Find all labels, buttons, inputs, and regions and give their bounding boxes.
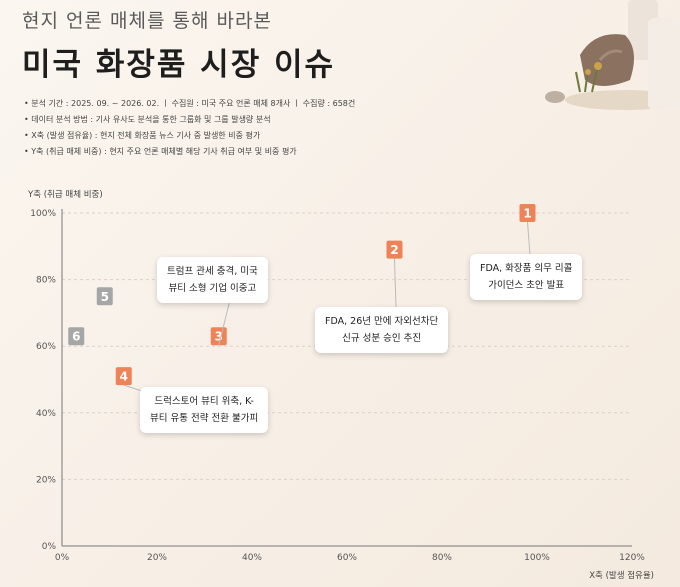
page-title: 미국 화장품 시장 이슈: [22, 47, 336, 83]
point-marker: [68, 327, 85, 346]
point-marker: [210, 327, 227, 346]
point-label: 5: [101, 290, 109, 304]
callout-1: FDA, 화장품 의무 리콜 가이던스 초안 발표: [470, 254, 583, 300]
callout-line: 드럭스토어 뷰티 위축, K-: [154, 396, 254, 407]
x-axis-label: X축 (발생 점유율): [589, 570, 654, 581]
y-tick-label: 100%: [30, 209, 56, 219]
note-item: X축 (발생 점유율) : 현지 전체 화장품 뉴스 기사 중 발생한 비중 평…: [24, 128, 355, 144]
data-point-6: 6: [68, 327, 85, 346]
data-points: 1 2 3 4 5 6: [68, 204, 536, 401]
y-tick-label: 0%: [42, 542, 57, 552]
x-tick-label: 120%: [619, 553, 645, 563]
callout-line: 트럼프 관세 충격, 미국: [167, 266, 258, 277]
data-point-5: 5: [96, 287, 113, 306]
y-tick-label: 60%: [36, 342, 56, 352]
callout-line: 뷰티 소형 기업 이중고: [168, 283, 257, 294]
x-tick-label: 60%: [337, 553, 357, 563]
point-label: 4: [120, 370, 128, 384]
scatter-chart: 0%20%40%60%80%100%0% 20% 40% 60% 80% 100% 120%…: [27, 189, 654, 581]
header: 현지 언론 매체를 통해 바라본 미국 화장품 시장 이슈: [22, 6, 335, 84]
page-subtitle: 현지 언론 매체를 통해 바라본: [22, 10, 272, 32]
y-tick-label: 40%: [36, 409, 56, 419]
point-marker: [386, 240, 403, 259]
y-axis-label: Y축 (취급 매체 비중): [27, 189, 103, 200]
callout-2: FDA, 26년 만에 자외선차단 신규 성분 승인 추진: [315, 307, 449, 353]
point-marker: [115, 367, 132, 386]
axes: [61, 209, 632, 547]
point-marker: [519, 204, 536, 222]
tick-labels: 0% 20% 40% 60% 80% 100% 0% 20% 40% 60% 80% 100% 120%: [30, 209, 645, 563]
point-label: 3: [215, 330, 223, 344]
callout-3: 트럼프 관세 충격, 미국 뷰티 소형 기업 이중고: [157, 257, 268, 303]
x-tick-label: 80%: [432, 553, 452, 563]
x-tick-label: 0%: [55, 553, 70, 563]
note-item: 데이터 분석 방법 : 기사 유사도 분석을 통한 그룹화 및 그룹 발생량 분…: [24, 112, 355, 128]
callout-line: 신규 성분 승인 추진: [342, 333, 422, 344]
callout-line: FDA, 26년 만에 자외선차단: [325, 316, 439, 327]
point-label: 2: [390, 243, 398, 257]
cosmetics-decoration-image: [545, 0, 680, 110]
callout-line: FDA, 화장품 의무 리콜: [480, 263, 573, 274]
point-marker: [96, 287, 113, 306]
x-tick-label: 20%: [147, 553, 167, 563]
data-point-2: 2: [386, 240, 403, 308]
callout-connector: [218, 299, 231, 346]
callout-connector: [527, 221, 531, 256]
point-label: 6: [72, 330, 80, 344]
note-item: Y축 (취급 매체 비중) : 현지 주요 언론 매체별 해당 기사 취급 여부…: [24, 144, 355, 160]
data-point-3: 3: [210, 299, 231, 346]
x-tick-label: 100%: [524, 553, 550, 563]
point-label: 1: [523, 207, 531, 221]
y-tick-label: 80%: [36, 276, 56, 286]
callout-connector: [394, 258, 397, 308]
note-item: 분석 기간 : 2025. 09. ~ 2026. 02. ㅣ 수집원 : 미국…: [24, 96, 355, 112]
callout-4: 드럭스토어 뷰티 위축, K- 뷰티 유통 전략 전환 불가피: [140, 387, 269, 433]
callout-line: 뷰티 유통 전략 전환 불가피: [150, 413, 259, 424]
data-point-1: 1: [519, 204, 536, 256]
callout-line: 가이던스 초안 발표: [488, 280, 565, 291]
x-tick-label: 40%: [242, 553, 262, 563]
y-tick-label: 20%: [36, 475, 56, 485]
analysis-notes: 분석 기간 : 2025. 09. ~ 2026. 02. ㅣ 수집원 : 미국…: [24, 96, 355, 160]
